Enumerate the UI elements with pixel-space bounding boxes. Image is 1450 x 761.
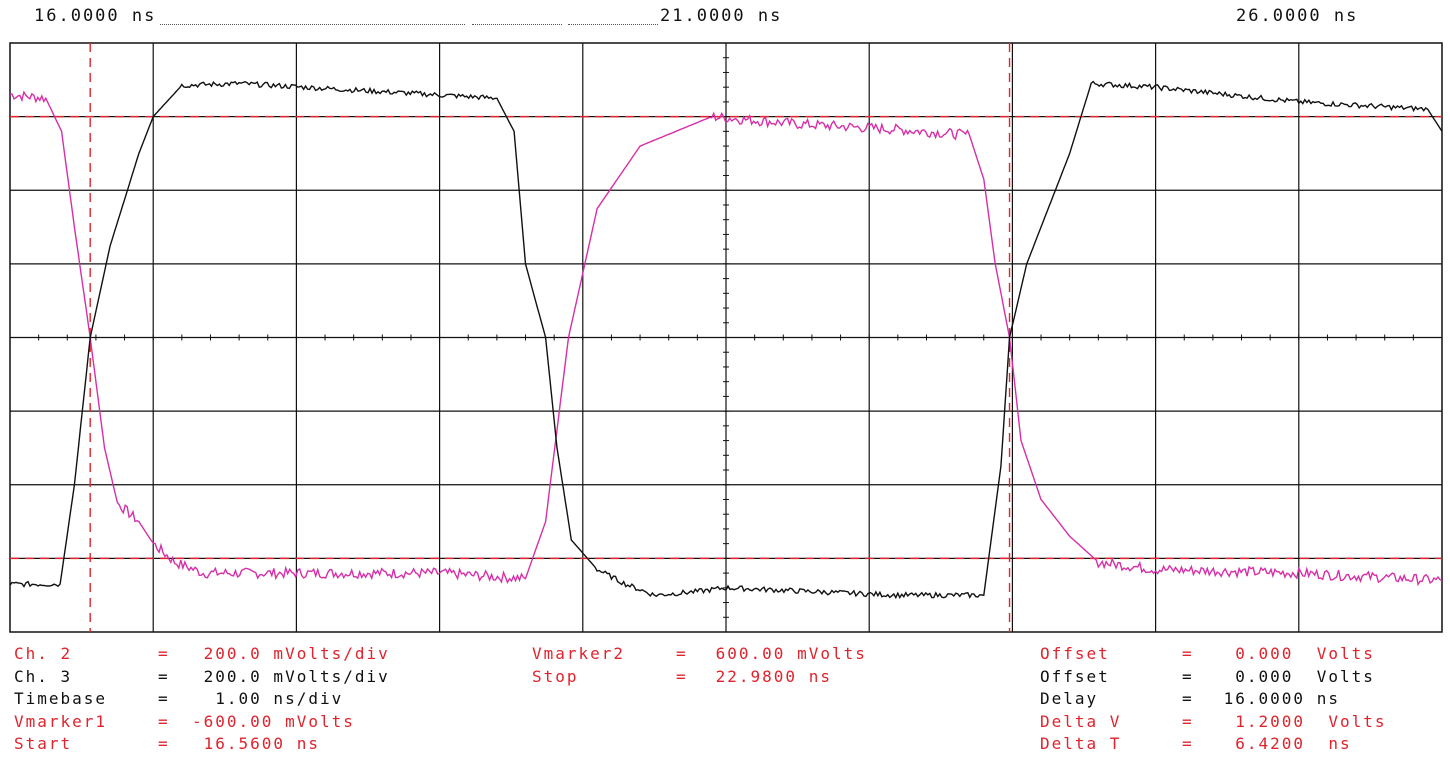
readout-middle-eq: =	[676, 644, 688, 663]
top-dotted-rule-mid2	[568, 24, 658, 25]
time-label-left: 16.0000 ns	[34, 6, 157, 26]
top-dotted-rule-mid	[472, 24, 562, 25]
readout-right-eq: =	[1182, 734, 1194, 753]
readout-right-eq: =	[1182, 711, 1194, 731]
readout-left-eq: =	[158, 734, 170, 753]
readout-middle-label: Vmarker2	[532, 644, 626, 663]
readout-left-label: Ch. 3	[14, 666, 73, 686]
readout-right-value: 6.4200 ns	[1212, 734, 1352, 753]
readout-left-eq: =	[158, 666, 170, 686]
readout-right-value: 1.2000 Volts	[1212, 711, 1387, 731]
readout-left-label: Timebase	[14, 689, 108, 708]
readout-left-value: 200.0 mVolts/div	[192, 666, 390, 686]
readout-left-eq: =	[158, 689, 170, 708]
readout-right-eq: =	[1182, 666, 1194, 686]
readout-left-value: 1.00 ns/div	[192, 689, 344, 708]
readout-right-eq: =	[1182, 689, 1194, 708]
readout-left-value: 200.0 mVolts/div	[192, 644, 390, 663]
readout-middle-label: Stop	[532, 666, 579, 686]
readout-right-label: Delta T	[1040, 734, 1122, 753]
oscilloscope-plot	[9, 42, 1443, 633]
ch3-trace	[9, 80, 1443, 600]
readout-right-label: Offset	[1040, 644, 1110, 663]
readout-left-label: Vmarker1	[14, 711, 108, 731]
top-dotted-rule-left	[160, 24, 465, 25]
readout-left-label: Start	[14, 734, 73, 753]
readout-right-value: 0.000 Volts	[1212, 666, 1375, 686]
readout-middle-eq: =	[676, 666, 688, 686]
readout-right-label: Delay	[1040, 689, 1099, 708]
readout-right-eq: =	[1182, 644, 1194, 663]
ch2-trace	[9, 90, 1443, 587]
readout-right-label: Delta V	[1040, 711, 1122, 731]
time-label-center: 21.0000 ns	[660, 6, 783, 26]
readout-left-eq: =	[158, 644, 170, 663]
readout-left-value: 16.5600 ns	[192, 734, 320, 753]
readout-right-value: 16.0000 ns	[1212, 689, 1340, 708]
readout-left-value: -600.00 mVolts	[192, 711, 355, 731]
time-label-right: 26.0000 ns	[1236, 6, 1359, 26]
readout-left-eq: =	[158, 711, 170, 731]
readout-right-value: 0.000 Volts	[1212, 644, 1375, 663]
readout-left-label: Ch. 2	[14, 644, 73, 663]
readout-middle-value: 22.9800 ns	[704, 666, 832, 686]
readout-middle-value: 600.00 mVolts	[704, 644, 867, 663]
readout-right-label: Offset	[1040, 666, 1110, 686]
